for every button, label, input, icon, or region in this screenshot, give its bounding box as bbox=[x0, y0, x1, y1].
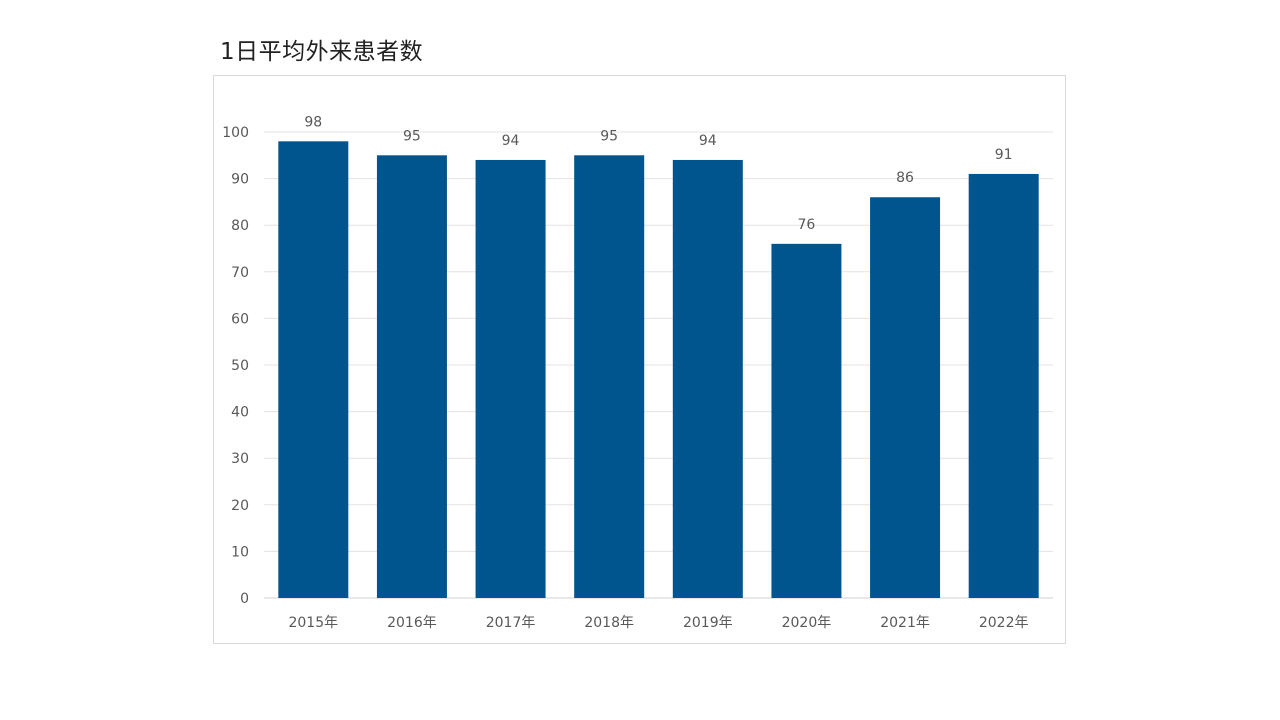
bars bbox=[278, 141, 1039, 599]
data-label: 94 bbox=[502, 133, 520, 149]
data-label: 76 bbox=[798, 217, 816, 233]
bar-2016年 bbox=[376, 155, 447, 599]
x-axis-ticks: 2015年 2016年 2017年 2018年 2019年 2020年 2021年 2022年 bbox=[288, 615, 1028, 631]
y-tick-label: 30 bbox=[231, 451, 249, 467]
data-label: 94 bbox=[699, 133, 717, 149]
x-tick-label: 2018年 bbox=[584, 615, 634, 631]
bar-2021年 bbox=[870, 197, 941, 599]
x-tick-label: 2022年 bbox=[979, 615, 1029, 631]
x-tick-label: 2015年 bbox=[288, 615, 338, 631]
y-tick-label: 0 bbox=[240, 591, 249, 607]
data-label: 98 bbox=[304, 114, 322, 130]
bar-2019年 bbox=[672, 159, 743, 598]
y-tick-label: 10 bbox=[231, 544, 249, 560]
y-tick-label: 60 bbox=[231, 311, 249, 327]
data-label: 95 bbox=[600, 128, 618, 144]
bar-2015年 bbox=[278, 141, 349, 598]
y-tick-label: 90 bbox=[231, 172, 249, 188]
x-tick-label: 2021年 bbox=[880, 615, 930, 631]
bar-2017年 bbox=[475, 159, 546, 598]
x-tick-label: 2017年 bbox=[486, 615, 536, 631]
x-tick-label: 2020年 bbox=[782, 615, 832, 631]
y-tick-label: 50 bbox=[231, 358, 249, 374]
y-tick-label: 70 bbox=[231, 265, 249, 281]
data-label: 86 bbox=[896, 170, 914, 186]
bar-2020年 bbox=[771, 243, 842, 598]
y-tick-label: 80 bbox=[231, 218, 249, 234]
data-label: 91 bbox=[995, 147, 1013, 163]
x-tick-label: 2019年 bbox=[683, 615, 733, 631]
data-labels: 98 95 94 95 94 76 86 91 bbox=[304, 114, 1012, 233]
bar-2018年 bbox=[574, 155, 645, 599]
y-tick-label: 100 bbox=[222, 125, 249, 141]
y-axis-ticks: 0 10 20 30 40 50 60 70 80 90 100 bbox=[222, 125, 249, 607]
chart-title: 1日平均外来患者数 bbox=[220, 39, 424, 65]
y-tick-label: 40 bbox=[231, 405, 249, 421]
y-tick-label: 20 bbox=[231, 498, 249, 514]
x-tick-label: 2016年 bbox=[387, 615, 437, 631]
bar-2022年 bbox=[968, 173, 1039, 598]
data-label: 95 bbox=[403, 128, 421, 144]
